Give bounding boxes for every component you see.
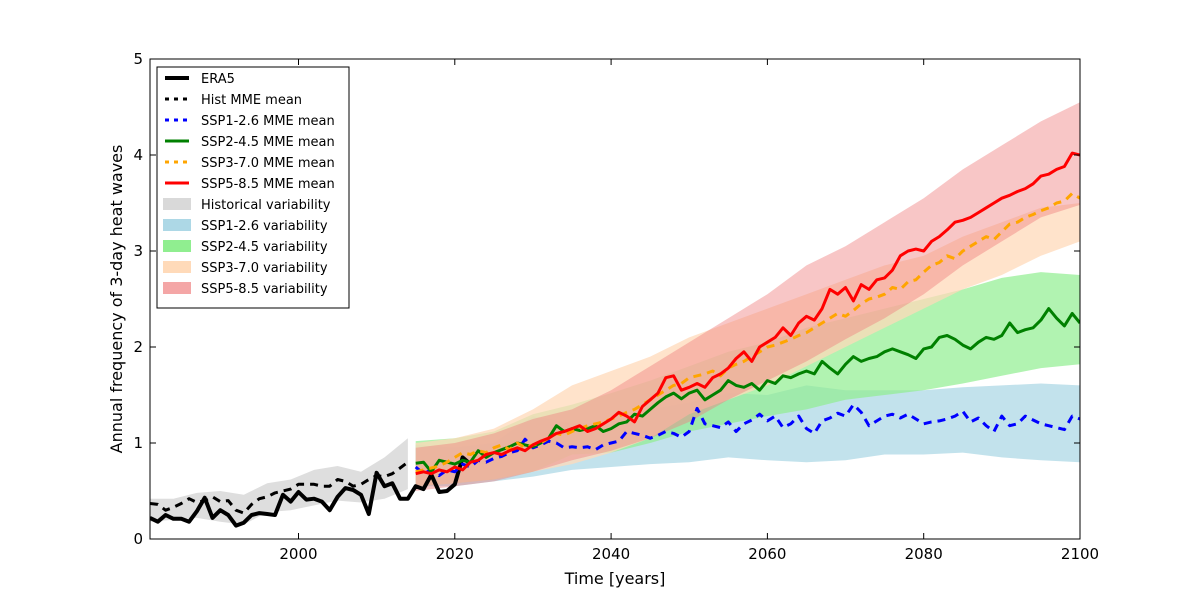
plot-area-frame xyxy=(149,58,1081,540)
legend-swatch-ssp1-2-6-variability xyxy=(163,219,191,231)
legend-swatch-ssp2-4-5-variability xyxy=(163,240,191,252)
legend-label-hist-mme-mean: Hist MME mean xyxy=(201,93,302,108)
legend-label-ssp1-2-6-variability: SSP1-2.6 variability xyxy=(201,219,328,234)
x-tick-label: 2020 xyxy=(436,545,474,563)
legend-label-historical-variability: Historical variability xyxy=(201,198,331,213)
y-tick-label: 0 xyxy=(133,530,143,548)
hist-mme-mean-line xyxy=(150,460,409,515)
variability-bands xyxy=(150,102,1080,525)
legend-label-ssp3-7-0-variability: SSP3-7.0 variability xyxy=(201,261,328,276)
axis-ticks: 2000 2020 2040 2060 2080 2100 0 1 2 3 4 5 xyxy=(133,50,1099,563)
x-tick-label: 2100 xyxy=(1061,545,1099,563)
mean-lines xyxy=(150,151,1080,528)
legend-label-ssp3-7-0-mme-mean: SSP3-7.0 MME mean xyxy=(201,156,335,171)
ssp3-7-0-mme-mean-line xyxy=(415,191,1080,474)
ssp2-4-5-mme-mean-line xyxy=(415,307,1080,474)
legend-swatch-historical-variability xyxy=(163,198,191,210)
x-tick-label: 2060 xyxy=(748,545,786,563)
legend-swatch-ssp5-8-5-variability xyxy=(163,282,191,294)
legend-label-ssp5-8-5-variability: SSP5-8.5 variability xyxy=(201,282,328,297)
legend: ERA5 Hist MME mean SSP1-2.6 MME mean SSP2-4… xyxy=(156,66,350,309)
y-axis-label: Annual frequency of 3-day heat waves xyxy=(107,145,126,454)
y-tick-label: 3 xyxy=(133,242,143,260)
historical-variability-band xyxy=(150,438,408,525)
y-tick-label: 1 xyxy=(133,434,143,452)
legend-label-ssp2-4-5-variability: SSP2-4.5 variability xyxy=(201,240,328,255)
ssp1-2-6-mme-mean-line xyxy=(414,403,1080,478)
x-tick-label: 2080 xyxy=(905,545,943,563)
legend-swatch-ssp3-7-0-variability xyxy=(163,261,191,273)
ssp5-8-5-mme-mean-line xyxy=(415,151,1080,476)
y-tick-label: 5 xyxy=(133,50,143,68)
x-axis-label: Time [years] xyxy=(564,569,666,588)
legend-label-ssp5-8-5-mme-mean: SSP5-8.5 MME mean xyxy=(201,177,335,192)
legend-label-ssp2-4-5-mme-mean: SSP2-4.5 MME mean xyxy=(201,135,335,150)
x-tick-label: 2040 xyxy=(592,545,630,563)
x-tick-label: 2000 xyxy=(279,545,317,563)
legend-label-ssp1-2-6-mme-mean: SSP1-2.6 MME mean xyxy=(201,114,335,129)
legend-label-era5: ERA5 xyxy=(201,72,235,87)
ssp3-7-0-variability-band xyxy=(415,203,1080,487)
y-tick-label: 4 xyxy=(133,146,143,164)
y-tick-label: 2 xyxy=(133,338,143,356)
